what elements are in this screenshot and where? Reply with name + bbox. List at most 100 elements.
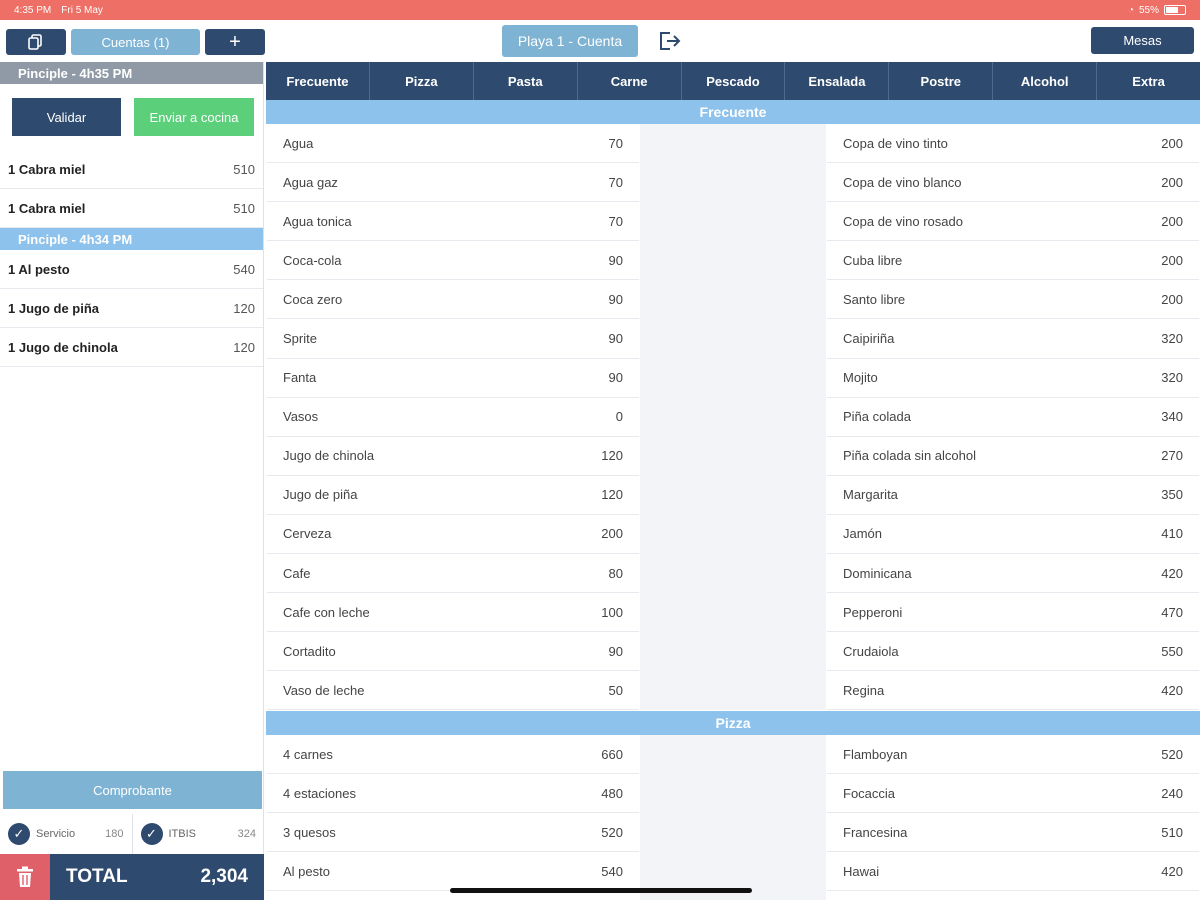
menu-item[interactable]: Piña colada sin alcohol 270 <box>827 437 1199 476</box>
menu-item[interactable]: Cortadito 90 <box>267 632 639 672</box>
menu-item[interactable]: Sprite 90 <box>267 319 639 359</box>
menu-item-name: Agua <box>283 135 314 151</box>
total-amount: 2,304 <box>200 866 248 887</box>
menu-item[interactable]: 4 carnes 660 <box>267 735 639 775</box>
menu-item-price: 200 <box>1161 174 1183 190</box>
copy-icon <box>28 34 42 50</box>
order-item-price: 510 <box>233 161 255 177</box>
menu-item[interactable]: Jugo de chinola 120 <box>267 437 639 476</box>
menu-item-price: 120 <box>601 487 623 503</box>
menu-item[interactable]: Al pesto 540 <box>267 852 639 892</box>
menu-item[interactable]: Cafe con leche 100 <box>267 593 639 633</box>
menu-item-name: Vasos <box>283 409 319 425</box>
tab-extra[interactable]: Extra <box>1132 73 1165 89</box>
menu-item[interactable]: 3 quesos 520 <box>267 813 639 853</box>
servicio-value: 180 <box>105 828 124 840</box>
tab-alcohol[interactable]: Alcohol <box>993 62 1098 100</box>
delete-button[interactable] <box>0 854 50 900</box>
menu-item[interactable]: Hawai 420 <box>827 852 1199 892</box>
menu-item-price: 320 <box>1161 370 1183 386</box>
menu-item[interactable]: Crudaiola 550 <box>827 632 1199 672</box>
cuentas-button[interactable]: Cuentas (1) <box>71 29 200 55</box>
menu-item[interactable]: Cuba libre 200 <box>827 241 1199 281</box>
menu-item-name: Cerveza <box>283 526 332 542</box>
mesas-button[interactable]: Mesas <box>1091 27 1194 54</box>
menu-item-price: 520 <box>601 824 623 840</box>
order-item-price: 120 <box>233 339 255 355</box>
order-item[interactable]: 1 Jugo de piña 120 <box>0 289 263 328</box>
menu-item-name: Piña colada sin alcohol <box>843 448 976 464</box>
menu-item-price: 70 <box>608 135 623 151</box>
exit-icon[interactable] <box>656 29 682 53</box>
menu-item[interactable]: Santo libre 200 <box>827 280 1199 320</box>
menu-item-price: 340 <box>1161 409 1183 425</box>
tab-pasta[interactable]: Pasta <box>474 62 578 100</box>
menu-item[interactable]: Flamboyan 520 <box>827 735 1199 775</box>
tab-ensalada[interactable]: Ensalada <box>785 62 890 100</box>
copy-button[interactable] <box>6 29 66 55</box>
order-item[interactable]: 1 Jugo de chinola 120 <box>0 328 263 367</box>
tax-options: ✓ Servicio 180 ✓ ITBIS 324 <box>0 814 264 854</box>
menu-item[interactable]: Mojito 320 <box>827 359 1199 398</box>
enviar-cocina-button[interactable]: Enviar a cocina <box>134 98 254 136</box>
menu-item-price: 540 <box>601 863 623 879</box>
menu-item-price: 550 <box>1161 643 1183 659</box>
menu-item-name: Sprite <box>283 331 317 347</box>
tab-frecuente[interactable]: Frecuente <box>266 62 370 100</box>
tab-pizza[interactable]: Pizza <box>370 62 474 100</box>
order-item[interactable]: 1 Al pesto 540 <box>0 250 263 289</box>
add-account-button[interactable]: + <box>205 29 265 55</box>
menu-item[interactable]: Francesina 510 <box>827 813 1199 853</box>
menu-item[interactable]: Fanta 90 <box>267 359 639 398</box>
menu-item[interactable]: Coca-cola 90 <box>267 241 639 281</box>
menu-item-price: 90 <box>608 331 623 347</box>
servicio-toggle[interactable]: ✓ Servicio 180 <box>0 814 132 854</box>
tab-pescado[interactable]: Pescado <box>682 62 786 100</box>
menu-item[interactable]: Cerveza 200 <box>267 515 639 555</box>
menu-item[interactable]: Copa de vino rosado 200 <box>827 202 1199 242</box>
menu-item[interactable]: Margarita 350 <box>827 476 1199 515</box>
itbis-toggle[interactable]: ✓ ITBIS 324 <box>131 814 265 854</box>
menu-item-price: 90 <box>608 291 623 307</box>
comprobante-button[interactable]: Comprobante <box>3 771 262 809</box>
menu-item-name: Margarita <box>843 487 898 503</box>
order-item-name: 1 Cabra miel <box>8 200 86 216</box>
category-tabs: Frecuente Pizza Pasta Carne Pescado Ensa… <box>266 62 1200 100</box>
menu-gap <box>640 735 826 900</box>
menu-item-price: 100 <box>601 604 623 620</box>
battery-icon <box>1164 5 1186 15</box>
menu-item[interactable]: 4 estaciones 480 <box>267 774 639 814</box>
menu-item[interactable]: Copa de vino tinto 200 <box>827 124 1199 164</box>
menu-item[interactable]: Vasos 0 <box>267 398 639 437</box>
order-item[interactable]: 1 Cabra miel 510 <box>0 189 263 228</box>
menu-item-name: Al pesto <box>283 863 330 879</box>
tab-postre[interactable]: Postre <box>889 62 994 100</box>
menu-item-price: 90 <box>608 252 623 268</box>
menu-item[interactable]: Cafe 80 <box>267 554 639 594</box>
validar-button[interactable]: Validar <box>12 98 121 136</box>
menu-item[interactable]: Agua 70 <box>267 124 639 164</box>
menu-item[interactable]: Coca zero 90 <box>267 280 639 320</box>
order-panel: Pinciple - 4h35 PM Validar Enviar a coci… <box>0 62 264 900</box>
menu-item-price: 510 <box>1161 824 1183 840</box>
menu-item[interactable]: Agua gaz 70 <box>267 163 639 203</box>
menu-item[interactable]: Vaso de leche 50 <box>267 671 639 711</box>
menu-item[interactable]: Caipiriña 320 <box>827 319 1199 359</box>
menu-item-price: 80 <box>608 565 623 581</box>
order-item[interactable]: 1 Cabra miel 510 <box>0 150 263 189</box>
menu-item[interactable]: Jugo de piña 120 <box>267 476 639 515</box>
menu-item[interactable]: Dominicana 420 <box>827 554 1199 594</box>
menu-item-price: 200 <box>1161 213 1183 229</box>
menu-item[interactable]: Piña colada 340 <box>827 398 1199 437</box>
menu-item[interactable]: Focaccia 240 <box>827 774 1199 814</box>
menu-item-name: Cafe <box>283 565 311 581</box>
menu-item-name: Copa de vino rosado <box>843 213 963 229</box>
tab-carne[interactable]: Carne <box>578 62 682 100</box>
table-account-button[interactable]: Playa 1 - Cuenta <box>502 25 638 57</box>
menu-item[interactable]: Regina 420 <box>827 671 1199 711</box>
menu-item[interactable]: Pepperoni 470 <box>827 593 1199 633</box>
menu-item[interactable]: Copa de vino blanco 200 <box>827 163 1199 203</box>
menu-item[interactable]: Jamón 410 <box>827 515 1199 555</box>
menu-item[interactable]: Agua tonica 70 <box>267 202 639 242</box>
check-icon: ✓ <box>8 823 30 845</box>
